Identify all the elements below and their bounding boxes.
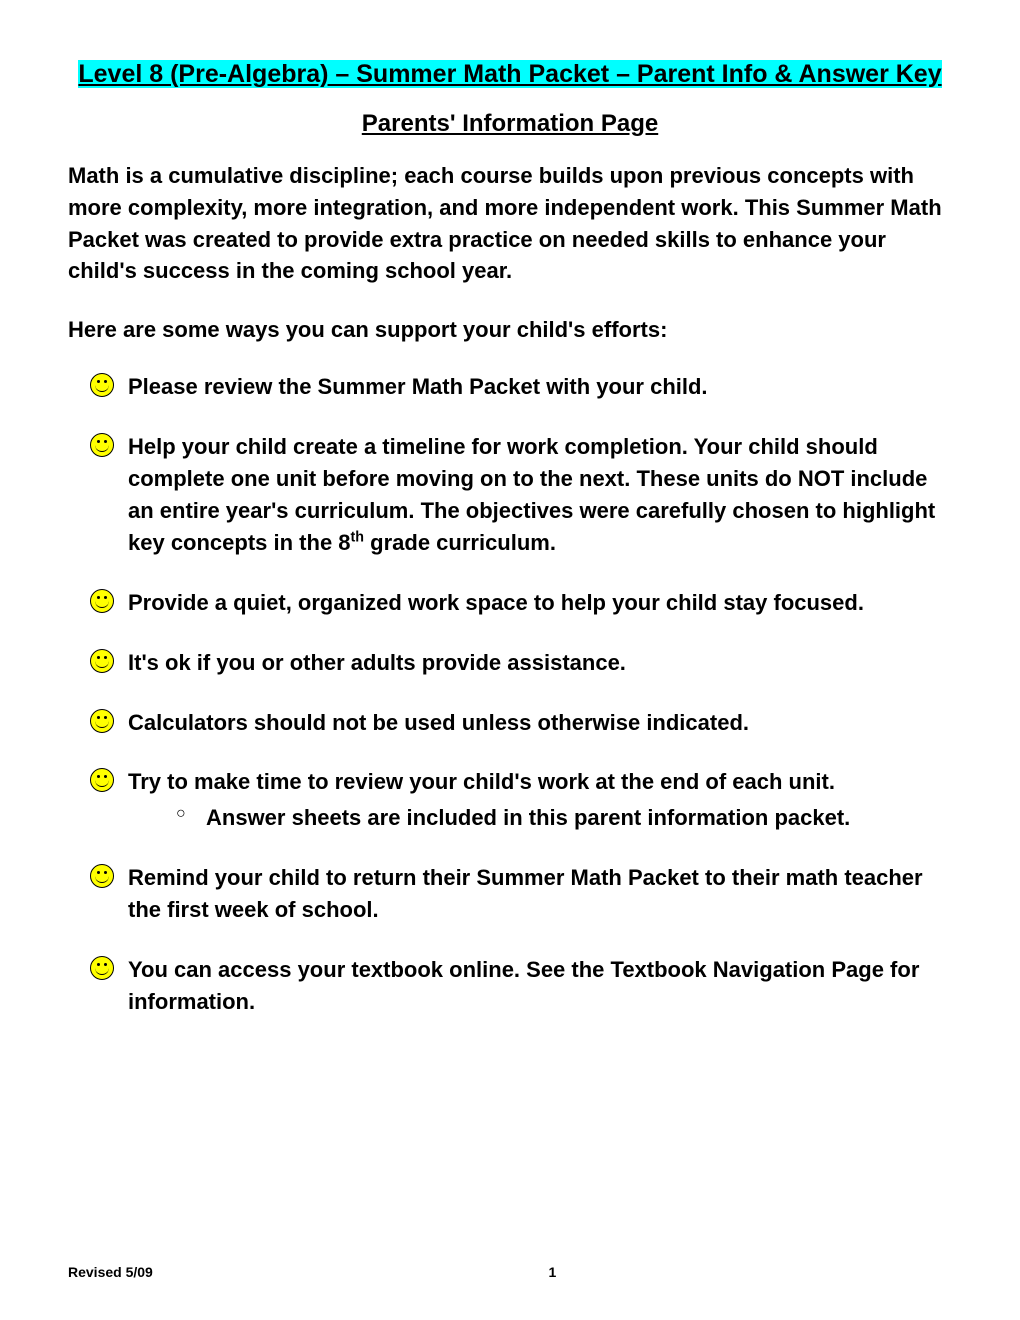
bullet-list: Please review the Summer Math Packet wit… (68, 371, 952, 1017)
smiley-icon (90, 373, 114, 397)
page-footer: Revised 5/09 1 (68, 1264, 952, 1280)
list-item-text: It's ok if you or other adults provide a… (128, 650, 626, 675)
title-highlight: Level 8 (Pre-Algebra) – Summer Math Pack… (78, 60, 941, 88)
list-item: Please review the Summer Math Packet wit… (68, 371, 952, 403)
sub-list-item: Answer sheets are included in this paren… (176, 802, 952, 834)
smiley-icon (90, 709, 114, 733)
list-item-text: Please review the Summer Math Packet wit… (128, 374, 708, 399)
smiley-icon (90, 433, 114, 457)
list-item-text: Help your child create a timeline for wo… (128, 434, 935, 555)
sub-list: Answer sheets are included in this paren… (128, 802, 952, 834)
smiley-icon (90, 768, 114, 792)
list-item-text: Try to make time to review your child's … (128, 769, 835, 794)
list-item: Help your child create a timeline for wo… (68, 431, 952, 559)
footer-revised: Revised 5/09 (68, 1264, 153, 1280)
list-item: You can access your textbook online. See… (68, 954, 952, 1018)
list-item: Calculators should not be used unless ot… (68, 707, 952, 739)
list-item-text: Remind your child to return their Summer… (128, 865, 923, 922)
list-item: It's ok if you or other adults provide a… (68, 647, 952, 679)
intro-paragraph: Math is a cumulative discipline; each co… (68, 160, 952, 288)
list-item-text: Calculators should not be used unless ot… (128, 710, 749, 735)
list-item-text: You can access your textbook online. See… (128, 957, 919, 1014)
smiley-icon (90, 589, 114, 613)
document-page: Level 8 (Pre-Algebra) – Summer Math Pack… (0, 0, 1020, 1066)
document-subtitle: Parents' Information Page (68, 110, 952, 138)
smiley-icon (90, 864, 114, 888)
list-item: Remind your child to return their Summer… (68, 862, 952, 926)
smiley-icon (90, 956, 114, 980)
lead-sentence: Here are some ways you can support your … (68, 317, 952, 343)
list-item: Try to make time to review your child's … (68, 766, 952, 834)
document-title: Level 8 (Pre-Algebra) – Summer Math Pack… (68, 58, 952, 92)
footer-page-number: 1 (68, 1264, 952, 1280)
smiley-icon (90, 649, 114, 673)
list-item-text: Provide a quiet, organized work space to… (128, 590, 864, 615)
list-item: Provide a quiet, organized work space to… (68, 587, 952, 619)
